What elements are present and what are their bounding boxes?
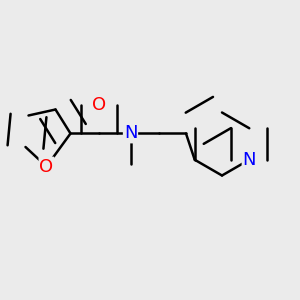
Text: N: N [124, 124, 137, 142]
Text: O: O [39, 158, 54, 175]
Text: O: O [92, 96, 106, 114]
Text: N: N [242, 151, 256, 169]
